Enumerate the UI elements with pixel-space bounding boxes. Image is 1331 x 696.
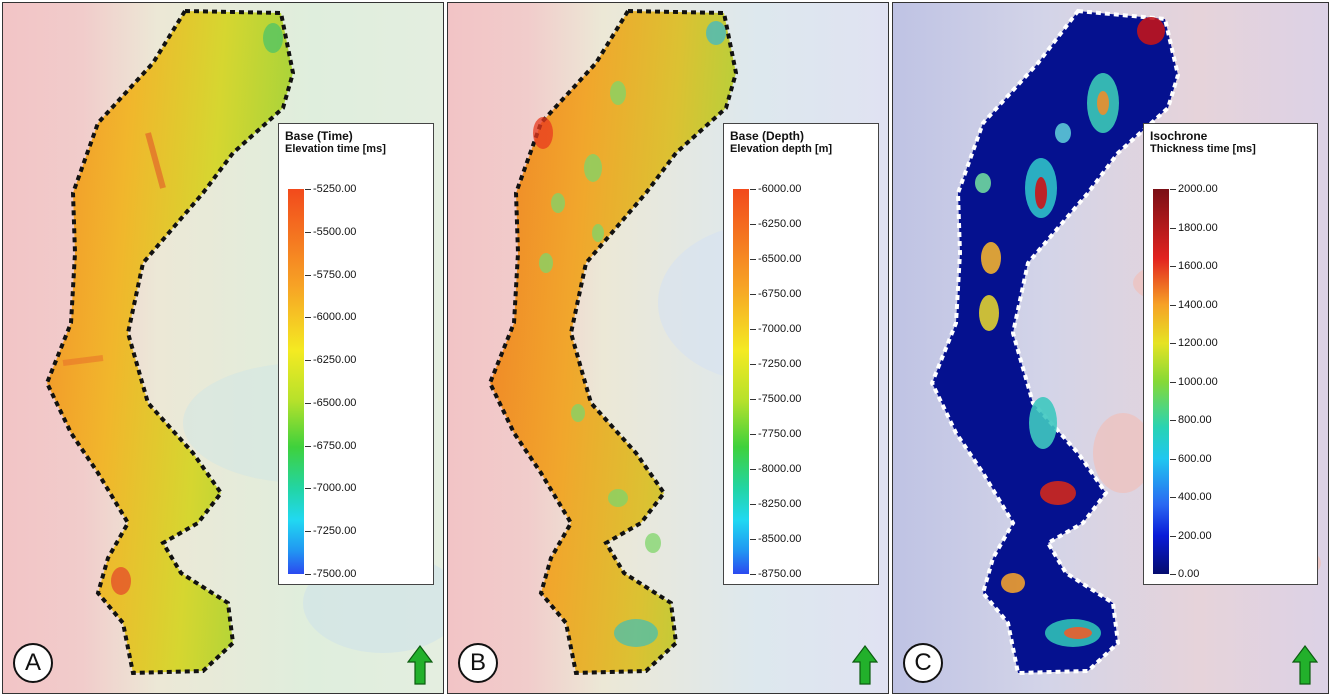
legend-subtitle: Elevation depth [m]	[730, 143, 833, 155]
tick-label: 1200.00	[1170, 337, 1218, 349]
colorbar-a	[288, 189, 304, 574]
legend-subtitle: Elevation time [ms]	[285, 143, 386, 155]
colorbar-c	[1153, 189, 1169, 574]
tick-label: -7250.00	[749, 358, 802, 370]
tick-label: -7500.00	[749, 393, 802, 405]
tick-label: -6250.00	[304, 354, 357, 367]
survey-outline-c	[929, 8, 1181, 676]
tick-label: 1000.00	[1170, 375, 1218, 388]
tick-label: 2000.00	[1170, 183, 1218, 195]
tick-label: -6750.00	[304, 439, 357, 452]
tick-label: -8250.00	[749, 498, 802, 510]
survey-outline-a	[44, 8, 296, 676]
map-panel-a: Base (Time) Elevation time [ms] -5250.00…	[2, 2, 444, 694]
tick-label: -8000.00	[749, 463, 802, 475]
legend-title: Isochrone	[1150, 129, 1208, 143]
tick-label: -7000.00	[749, 323, 802, 335]
map-panel-b: Base (Depth) Elevation depth [m] -6000.0…	[447, 2, 889, 694]
tick-label: -7500.00	[304, 568, 357, 580]
tick-label: -7750.00	[749, 428, 802, 440]
tick-label: 1600.00	[1170, 260, 1218, 272]
tick-label: 200.00	[1170, 529, 1212, 542]
legend-title: Base (Depth)	[730, 129, 805, 143]
legend-b: Base (Depth) Elevation depth [m] -6000.0…	[723, 123, 879, 585]
tick-label: -6000.00	[304, 311, 357, 324]
panel-badge-c: C	[903, 643, 943, 683]
tick-label: 600.00	[1170, 452, 1212, 465]
map-panel-c: Isochrone Thickness time [ms] 2000.00 180…	[892, 2, 1329, 694]
tick-label: -6250.00	[749, 218, 802, 230]
tick-label: 400.00	[1170, 491, 1212, 503]
tick-label: -7250.00	[304, 525, 357, 538]
tick-label: 1400.00	[1170, 298, 1218, 311]
tick-label: -6500.00	[749, 253, 802, 265]
tick-label: -5250.00	[304, 183, 357, 195]
north-arrow-icon	[852, 645, 878, 685]
tick-label: -8500.00	[749, 533, 802, 545]
tick-label: 800.00	[1170, 414, 1212, 426]
tick-label: 1800.00	[1170, 221, 1218, 234]
tick-label: -6000.00	[749, 183, 802, 195]
legend-title: Base (Time)	[285, 129, 353, 143]
tick-label: -6500.00	[304, 396, 357, 409]
north-arrow-icon	[1292, 645, 1318, 685]
legend-c: Isochrone Thickness time [ms] 2000.00 180…	[1143, 123, 1318, 585]
north-arrow-icon	[407, 645, 433, 685]
tick-label: -7000.00	[304, 482, 357, 495]
survey-outline-b	[487, 8, 739, 676]
tick-label: -6750.00	[749, 288, 802, 300]
panel-badge-b: B	[458, 643, 498, 683]
colorbar-b	[733, 189, 749, 574]
legend-subtitle: Thickness time [ms]	[1150, 143, 1256, 155]
legend-a: Base (Time) Elevation time [ms] -5250.00…	[278, 123, 434, 585]
tick-label: -5500.00	[304, 225, 357, 238]
tick-label: -5750.00	[304, 268, 357, 281]
tick-label: -8750.00	[749, 568, 802, 580]
panel-badge-a: A	[13, 643, 53, 683]
tick-label: 0.00	[1169, 568, 1200, 580]
